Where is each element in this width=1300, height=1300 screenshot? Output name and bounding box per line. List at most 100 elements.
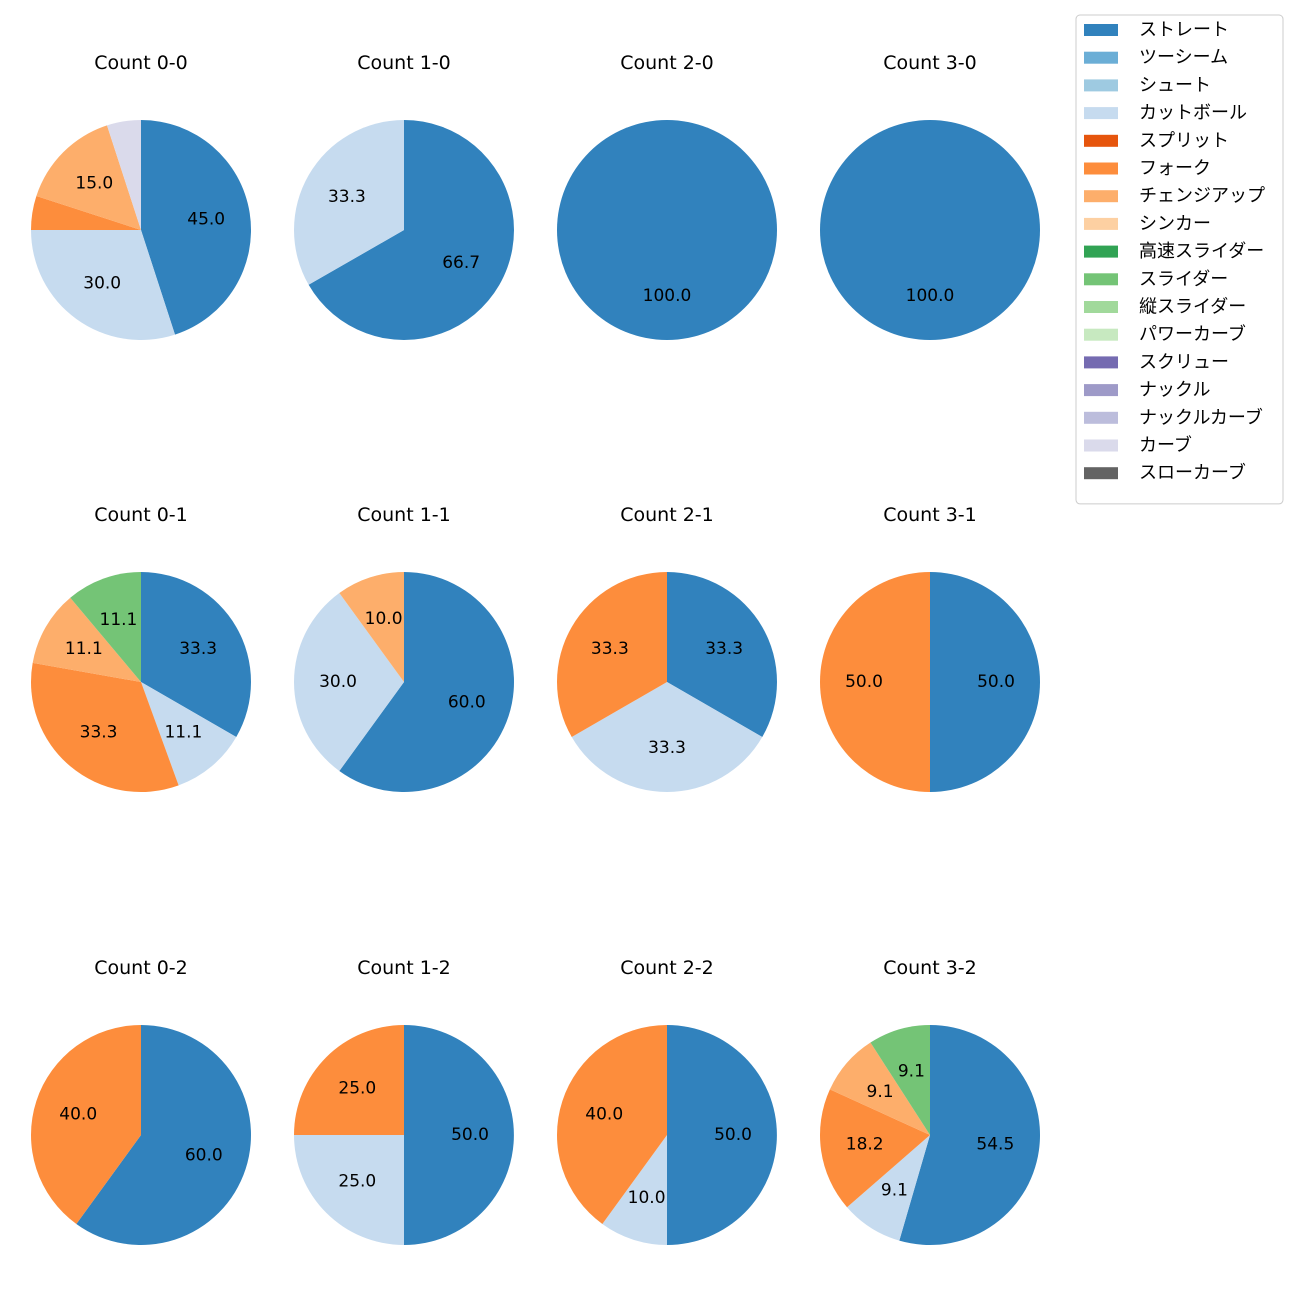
legend-swatch <box>1084 24 1118 36</box>
pie-slice <box>571 682 763 792</box>
legend-swatch <box>1084 107 1118 120</box>
pie-slice <box>141 682 237 786</box>
slice-value-label: 40.0 <box>59 1105 97 1125</box>
pie-slice <box>404 1025 514 1245</box>
legend-label: ナックルカーブ <box>1139 406 1263 428</box>
legend-swatch <box>1084 134 1118 147</box>
panel-title: Count 2-1 <box>620 504 714 526</box>
panel-title: Count 2-2 <box>620 957 714 979</box>
legend-label: スクリュー <box>1139 352 1229 373</box>
panel-title: Count 2-0 <box>620 52 714 74</box>
pie-panel: Count 3-1 50.0 50.0 <box>820 504 1040 792</box>
slice-value-label: 100.0 <box>643 286 692 306</box>
slice-value-label: 45.0 <box>187 210 225 230</box>
slice-value-label: 9.1 <box>898 1062 925 1082</box>
slice-value-label: 100.0 <box>906 286 955 306</box>
pie-panel: Count 1-1 60.0 30.0 10.0 <box>293 504 514 792</box>
pie-slice <box>30 230 175 341</box>
legend-swatch <box>1084 273 1118 286</box>
pie-panel: Count 3-0 100.0 <box>820 52 1040 340</box>
slice-value-label: 50.0 <box>451 1125 489 1145</box>
pie-slice <box>820 572 930 792</box>
legend-swatch <box>1084 162 1118 175</box>
pie-slice <box>339 572 514 792</box>
slice-value-label: 33.3 <box>591 639 629 659</box>
legend-swatch <box>1084 439 1118 452</box>
pie-slice <box>30 662 179 793</box>
slice-value-label: 33.3 <box>705 639 743 659</box>
pie-slice <box>667 1025 777 1245</box>
pie-slice <box>141 572 251 737</box>
pie-panel: Count 1-2 50.0 25.0 25.0 <box>294 957 514 1245</box>
legend-label: シュート <box>1139 75 1211 96</box>
pie-slice <box>339 572 404 682</box>
pie-slice <box>847 1135 930 1241</box>
pie-slice <box>820 1089 930 1208</box>
pie-slice <box>308 120 514 340</box>
slice-value-label: 30.0 <box>319 672 357 692</box>
pie-slice <box>294 1135 404 1245</box>
slice-value-label: 9.1 <box>881 1181 908 1201</box>
pie-panel: Count 2-1 33.3 33.3 33.3 <box>557 504 777 792</box>
slice-value-label: 33.3 <box>179 639 217 659</box>
pie-slice <box>870 1025 930 1135</box>
legend-label: スローカーブ <box>1139 462 1246 484</box>
slice-value-label: 60.0 <box>448 692 486 712</box>
pie-slice <box>556 1025 667 1224</box>
pie-slice <box>602 1135 667 1245</box>
pie-slice <box>820 120 1040 340</box>
pie-slice <box>557 572 667 737</box>
legend-label: スプリット <box>1139 130 1229 151</box>
pie-slice <box>557 120 777 340</box>
slice-value-label: 9.1 <box>867 1082 894 1102</box>
slice-value-label: 11.1 <box>100 610 138 630</box>
slice-value-label: 60.0 <box>185 1145 223 1165</box>
pie-panel: Count 0-0 45.0 30.0 15.0 <box>30 52 252 341</box>
slice-value-label: 10.0 <box>365 609 403 629</box>
pie-panel: Count 1-0 66.7 33.3 <box>293 52 514 340</box>
slice-value-label: 11.1 <box>164 723 202 743</box>
legend-swatch <box>1084 467 1118 480</box>
slice-value-label: 50.0 <box>977 672 1015 692</box>
panel-title: Count 1-1 <box>357 504 451 526</box>
panel-title: Count 0-1 <box>94 504 188 526</box>
slice-value-label: 10.0 <box>628 1188 666 1208</box>
slice-value-label: 50.0 <box>845 672 883 692</box>
slice-value-label: 11.1 <box>65 639 103 659</box>
slice-value-label: 54.5 <box>976 1134 1014 1154</box>
pie-slice <box>829 1042 930 1135</box>
legend-label: カットボール <box>1139 103 1247 124</box>
pie-slice <box>107 120 141 230</box>
panel-title: Count 3-0 <box>883 52 977 74</box>
legend: ストレートツーシームシュートカットボールスプリットフォークチェンジアップシンカー… <box>1075 14 1284 505</box>
slice-value-label: 50.0 <box>714 1125 752 1145</box>
pie-panel: Count 0-2 60.0 40.0 <box>30 957 251 1246</box>
slice-value-label: 33.3 <box>648 738 686 758</box>
pie-slice <box>899 1025 1041 1246</box>
pie-slice <box>31 196 141 230</box>
panel-title: Count 3-1 <box>883 504 977 526</box>
pie-slice <box>293 120 404 285</box>
pie-slice <box>667 572 777 737</box>
slice-value-label: 33.3 <box>328 187 366 207</box>
legend-swatch <box>1084 356 1118 369</box>
legend-swatch <box>1084 190 1118 203</box>
legend-label: ナックル <box>1139 380 1210 401</box>
legend-label: 縦スライダー <box>1139 297 1246 318</box>
pie-slice <box>294 1025 404 1135</box>
legend-label: ツーシーム <box>1139 47 1228 68</box>
legend-swatch <box>1084 411 1118 424</box>
pie-panel: Count 2-2 50.0 10.0 40.0 <box>556 957 777 1245</box>
panel-title: Count 1-2 <box>357 957 451 979</box>
slice-value-label: 40.0 <box>585 1105 623 1125</box>
legend-label: シンカー <box>1139 213 1211 234</box>
legend-label: スライダー <box>1139 269 1228 290</box>
legend-swatch <box>1084 79 1118 92</box>
slice-value-label: 15.0 <box>75 173 113 193</box>
pie-panel: Count 0-1 33.3 11.1 33.3 11.1 11.1 <box>30 504 251 793</box>
slice-value-label: 33.3 <box>80 723 118 743</box>
legend-frame <box>1075 14 1284 505</box>
legend-swatch <box>1084 51 1118 64</box>
legend-swatch <box>1084 301 1118 313</box>
